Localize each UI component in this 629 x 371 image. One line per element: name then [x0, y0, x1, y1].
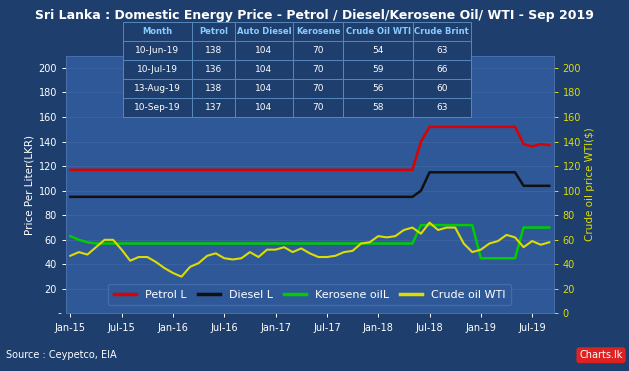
Text: 60: 60: [436, 84, 447, 93]
Text: 58: 58: [372, 103, 384, 112]
Text: 54: 54: [372, 46, 384, 55]
Bar: [192, 22, 235, 41]
Text: 104: 104: [255, 65, 272, 74]
Bar: [293, 41, 343, 60]
Bar: [413, 98, 470, 117]
Bar: [123, 79, 192, 98]
Text: 137: 137: [205, 103, 222, 112]
Text: Source : Ceypetco, EIA: Source : Ceypetco, EIA: [6, 350, 117, 360]
Bar: [293, 22, 343, 41]
Bar: [413, 79, 470, 98]
Bar: [343, 79, 413, 98]
Text: 104: 104: [255, 84, 272, 93]
Text: 63: 63: [436, 103, 447, 112]
Bar: [235, 22, 293, 41]
Bar: [343, 22, 413, 41]
Y-axis label: Price Per Liter(LKR): Price Per Liter(LKR): [25, 135, 35, 234]
Text: 70: 70: [313, 65, 324, 74]
Text: Month: Month: [142, 27, 172, 36]
Bar: [123, 98, 192, 117]
Bar: [413, 22, 470, 41]
Bar: [293, 98, 343, 117]
Text: 70: 70: [313, 103, 324, 112]
Text: 56: 56: [372, 84, 384, 93]
Text: Petrol: Petrol: [199, 27, 228, 36]
Bar: [343, 41, 413, 60]
Bar: [235, 60, 293, 79]
Legend: Petrol L, Diesel L, Kerosene oilL, Crude oil WTI: Petrol L, Diesel L, Kerosene oilL, Crude…: [108, 284, 511, 305]
Bar: [235, 41, 293, 60]
Bar: [235, 98, 293, 117]
Text: 138: 138: [205, 46, 222, 55]
Text: 104: 104: [255, 103, 272, 112]
Text: 10-Jun-19: 10-Jun-19: [135, 46, 179, 55]
Text: Auto Diesel: Auto Diesel: [237, 27, 291, 36]
Text: Crude Brint: Crude Brint: [415, 27, 469, 36]
Text: 13-Aug-19: 13-Aug-19: [134, 84, 181, 93]
Bar: [192, 41, 235, 60]
Text: 10-Sep-19: 10-Sep-19: [134, 103, 181, 112]
Text: Kerosene: Kerosene: [296, 27, 340, 36]
Bar: [413, 60, 470, 79]
Text: 70: 70: [313, 84, 324, 93]
Text: Crude Oil WTI: Crude Oil WTI: [345, 27, 411, 36]
Text: -: -: [57, 309, 61, 318]
Text: 136: 136: [205, 65, 222, 74]
Text: Sri Lanka : Domestic Energy Price - Petrol / Diesel/Kerosene Oil/ WTI - Sep 2019: Sri Lanka : Domestic Energy Price - Petr…: [35, 9, 594, 22]
Bar: [192, 98, 235, 117]
Bar: [343, 60, 413, 79]
Bar: [413, 41, 470, 60]
Bar: [192, 60, 235, 79]
Bar: [293, 60, 343, 79]
Bar: [192, 79, 235, 98]
Y-axis label: Crude oil price WTI($): Crude oil price WTI($): [585, 128, 595, 242]
Bar: [123, 41, 192, 60]
Text: 66: 66: [436, 65, 447, 74]
Bar: [293, 79, 343, 98]
Text: 70: 70: [313, 46, 324, 55]
Text: 63: 63: [436, 46, 447, 55]
Text: 104: 104: [255, 46, 272, 55]
Text: 10-Jul-19: 10-Jul-19: [136, 65, 178, 74]
Bar: [343, 98, 413, 117]
Bar: [123, 22, 192, 41]
Text: 138: 138: [205, 84, 222, 93]
Bar: [123, 60, 192, 79]
Text: 59: 59: [372, 65, 384, 74]
Text: Charts.lk: Charts.lk: [579, 350, 623, 360]
Bar: [235, 79, 293, 98]
